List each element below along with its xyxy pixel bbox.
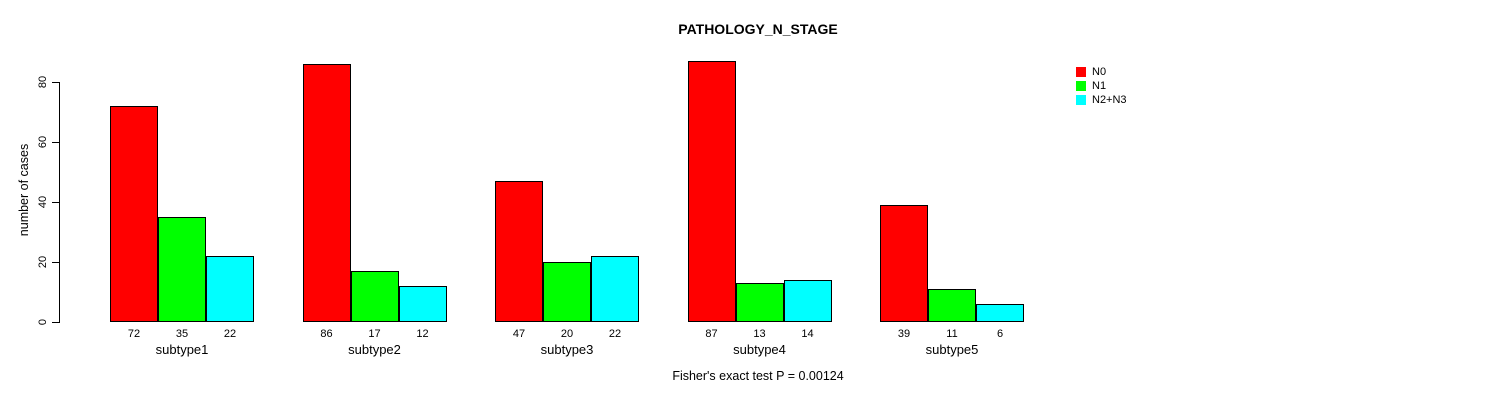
category-label-subtype3: subtype3 (540, 342, 594, 357)
bar-value-label: 22 (608, 328, 622, 340)
bar-subtype4-N0 (687, 61, 736, 322)
legend-item-N0: N0 (1076, 65, 1127, 79)
y-axis-tick (52, 82, 59, 83)
legend-item-N2+N3: N2+N3 (1076, 93, 1127, 107)
legend-swatch-icon (1076, 81, 1086, 91)
bar-subtype3-N1 (543, 262, 591, 322)
y-axis-tick-label: 60 (37, 135, 49, 149)
fisher-test-annotation: Fisher's exact test P = 0.00124 (672, 369, 844, 383)
bar-value-label: 6 (996, 328, 1004, 340)
category-label-subtype5: subtype5 (925, 342, 979, 357)
bar-subtype1-N0 (110, 106, 158, 322)
bar-subtype3-N2+N3 (591, 256, 639, 322)
bar-subtype4-N2+N3 (783, 280, 832, 322)
bar-value-label: 22 (223, 328, 237, 340)
y-axis-tick-label: 80 (37, 75, 49, 89)
category-label-subtype2: subtype2 (348, 342, 401, 357)
bar-value-label: 72 (127, 328, 141, 340)
category-label-subtype4: subtype4 (733, 342, 786, 357)
legend-label: N1 (1092, 80, 1107, 92)
bar-value-label: 11 (946, 328, 958, 340)
bar-subtype5-N0 (880, 205, 928, 322)
bar-subtype4-N1 (735, 283, 784, 322)
bar-value-label: 39 (897, 328, 911, 340)
bar-value-label: 12 (416, 328, 429, 340)
legend-swatch-icon (1076, 67, 1086, 77)
bar-value-label: 87 (705, 328, 718, 340)
category-label-subtype1: subtype1 (155, 342, 209, 357)
legend-label: N2+N3 (1092, 94, 1127, 106)
bar-subtype2-N1 (350, 271, 399, 322)
bar-value-label: 20 (560, 328, 574, 340)
bar-value-label: 35 (175, 328, 189, 340)
y-axis-tick (52, 322, 59, 323)
bar-subtype1-N2+N3 (206, 256, 254, 322)
bar-subtype5-N2+N3 (976, 304, 1024, 322)
bar-subtype1-N1 (158, 217, 206, 322)
y-axis-tick (52, 262, 59, 263)
y-axis-tick (52, 202, 59, 203)
bar-value-label: 13 (753, 328, 766, 340)
bar-value-label: 47 (512, 328, 526, 340)
bar-subtype2-N0 (302, 64, 351, 322)
y-axis-tick-label: 20 (37, 255, 49, 269)
legend-label: N0 (1092, 66, 1107, 78)
bar-subtype5-N1 (928, 289, 976, 322)
legend-item-N1: N1 (1076, 79, 1127, 93)
chart-title: PATHOLOGY_N_STAGE (678, 21, 838, 37)
bar-value-label: 86 (320, 328, 333, 340)
bar-value-label: 14 (801, 328, 814, 340)
legend: N0 N1 N2+N3 (1076, 65, 1127, 107)
bar-subtype3-N0 (495, 181, 543, 322)
bar-subtype2-N2+N3 (398, 286, 447, 322)
y-axis-tick (52, 142, 59, 143)
legend-swatch-icon (1076, 95, 1086, 105)
y-axis-label: number of cases (17, 143, 31, 237)
bar-value-label: 17 (368, 328, 381, 340)
y-axis-line (59, 82, 60, 323)
y-axis-tick-label: 0 (37, 318, 49, 326)
y-axis-tick-label: 40 (37, 195, 49, 209)
